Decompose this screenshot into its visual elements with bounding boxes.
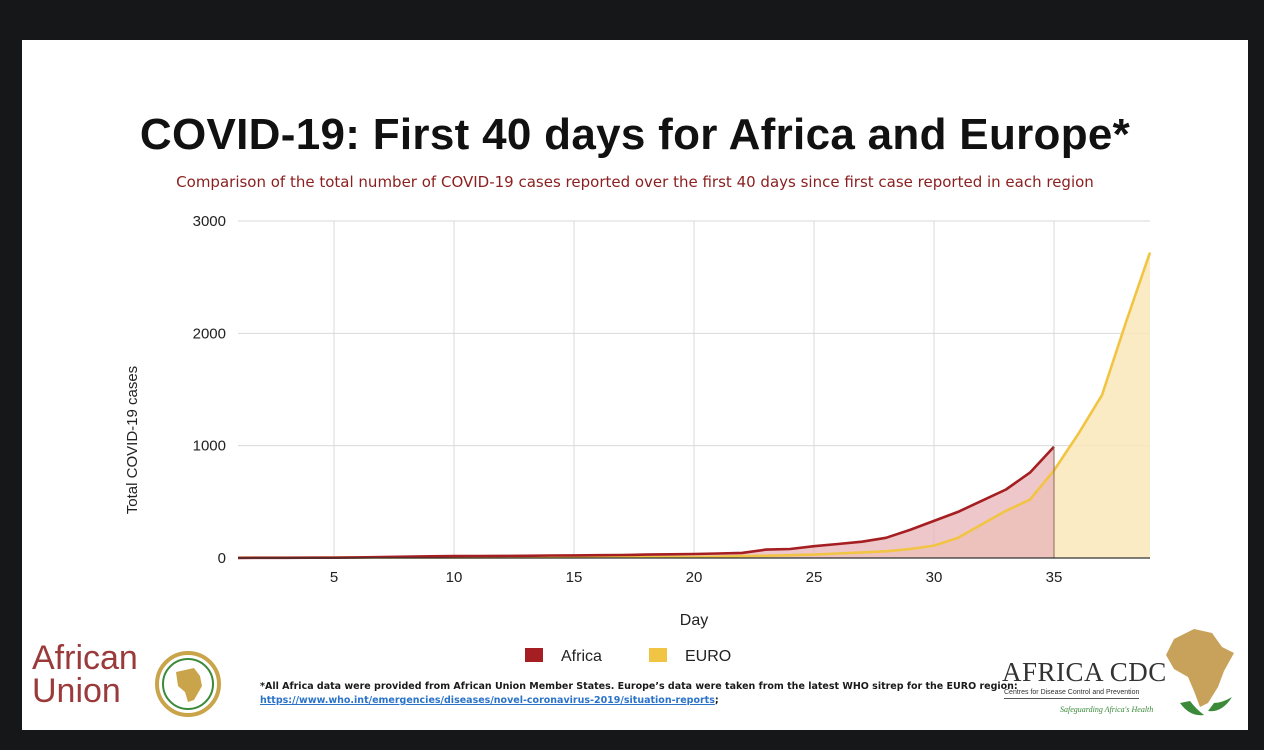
x-tick-label: 25 xyxy=(806,569,823,586)
legend-swatch-africa xyxy=(525,648,543,662)
au-logo-line1: African xyxy=(32,639,138,677)
y-axis-label: Total COVID-19 cases xyxy=(124,366,141,514)
africa-map-icon xyxy=(1166,629,1234,716)
x-tick-label: 20 xyxy=(686,569,703,586)
x-tick-label: 35 xyxy=(1046,569,1063,586)
grid xyxy=(238,220,1150,558)
y-tick-label: 1000 xyxy=(193,438,226,455)
x-tick-label: 15 xyxy=(566,569,583,586)
series-area-africa xyxy=(238,446,1054,558)
series-areas xyxy=(238,252,1150,558)
african-union-logo: African Union xyxy=(32,639,222,718)
legend-label-euro: EURO xyxy=(685,648,731,665)
y-tick-label: 2000 xyxy=(193,325,226,342)
africa-cdc-subtitle: Centres for Disease Control and Preventi… xyxy=(1004,689,1140,699)
x-axis-label: Day xyxy=(680,612,708,629)
series-line-africa xyxy=(237,445,1055,560)
africa-cdc-tagline: Safeguarding Africa's Health xyxy=(1060,705,1154,714)
x-tick-label: 5 xyxy=(330,569,338,586)
legend: Africa EURO xyxy=(525,648,731,665)
axes: 0 1000 2000 3000 5 10 15 20 25 30 35 xyxy=(193,213,1150,586)
y-tick-label: 3000 xyxy=(193,213,226,230)
series-area-euro xyxy=(238,252,1150,558)
footnote-link[interactable]: https://www.who.int/emergencies/diseases… xyxy=(260,695,715,706)
x-tick-label: 10 xyxy=(446,569,463,586)
chart-subtitle: Comparison of the total number of COVID-… xyxy=(176,173,1094,191)
y-tick-label: 0 xyxy=(218,550,226,567)
chart-canvas: 0 1000 2000 3000 5 10 15 20 25 30 35 Total COVID-1… xyxy=(124,213,1152,665)
slide: COVID-19: First 40 days for Africa and E… xyxy=(22,40,1248,730)
legend-swatch-euro xyxy=(649,648,667,662)
africa-cdc-logo: AFRICA CDC Centres for Disease Control a… xyxy=(1000,625,1240,725)
au-logo-line2: Union xyxy=(32,672,121,710)
legend-label-africa: Africa xyxy=(561,648,602,665)
chart-title: COVID-19: First 40 days for Africa and E… xyxy=(139,110,1131,159)
footnote-text: *All Africa data were provided from Afri… xyxy=(260,681,1018,692)
x-tick-label: 30 xyxy=(926,569,943,586)
africa-cdc-name: AFRICA CDC xyxy=(1002,657,1167,687)
footnote: *All Africa data were provided from Afri… xyxy=(260,680,1020,708)
african-union-emblem-icon xyxy=(155,651,221,717)
footnote-suffix: ; xyxy=(714,695,719,706)
